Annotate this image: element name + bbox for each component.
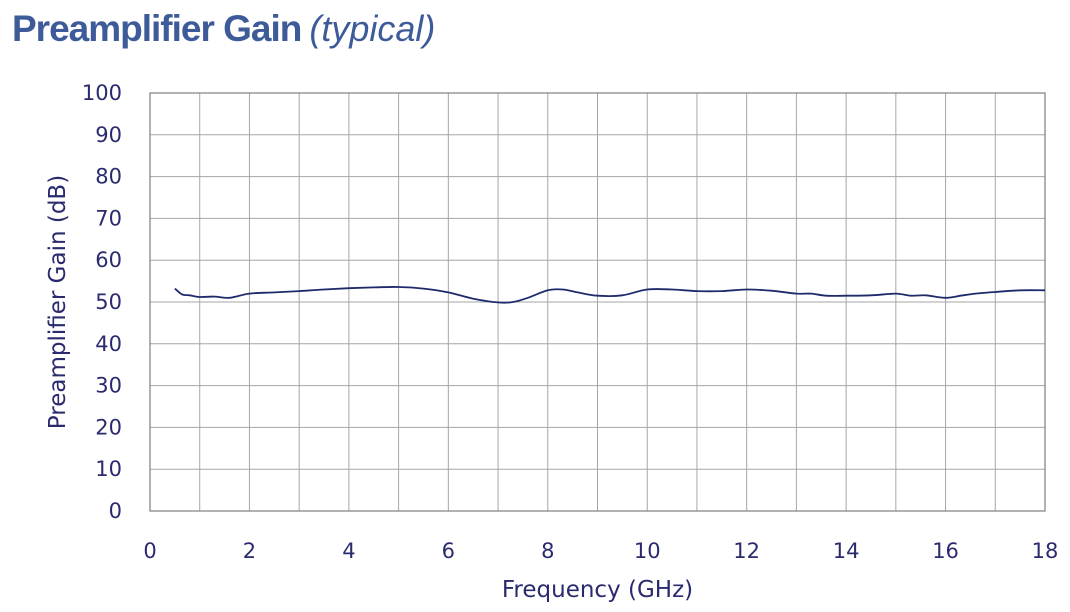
x-tick-label: 18 [1032,539,1059,563]
x-tick-label: 4 [342,539,355,563]
x-tick-label: 14 [833,539,860,563]
y-tick-label: 40 [95,332,122,356]
x-tick-label: 2 [243,539,256,563]
plot-frame [149,92,1046,512]
chart-title: Preamplifier Gain (typical) [12,8,435,68]
y-tick-label: 10 [95,457,122,481]
y-tick-label: 90 [95,123,122,147]
y-tick-label: 50 [95,290,122,314]
x-tick-label: 16 [932,539,959,563]
x-tick-label: 6 [442,539,455,563]
x-tick-label: 10 [634,539,661,563]
gain-series-line [174,286,1046,304]
tick-labels: 0 2 4 6 8 10 12 14 16 18 0 10 20 30 40 50 60 70 80 90 100 [82,81,1058,563]
chart-title-main: Preamplifier Gain [12,8,302,49]
x-tick-label: 12 [733,539,760,563]
y-tick-label: 20 [95,415,122,439]
x-tick-label: 8 [541,539,554,563]
chart-title-subtitle: (typical) [309,8,436,49]
x-axis-title: Frequency (GHz) [502,577,693,603]
y-tick-label: 0 [109,499,122,523]
grid-layer [150,93,1045,511]
x-tick-label: 0 [143,539,156,563]
y-tick-label: 80 [95,165,122,189]
y-axis-title: Preamplifier Gain (dB) [45,175,71,429]
y-tick-label: 30 [95,374,122,398]
y-tick-label: 100 [82,81,122,105]
y-tick-label: 60 [95,248,122,272]
y-tick-label: 70 [95,206,122,230]
